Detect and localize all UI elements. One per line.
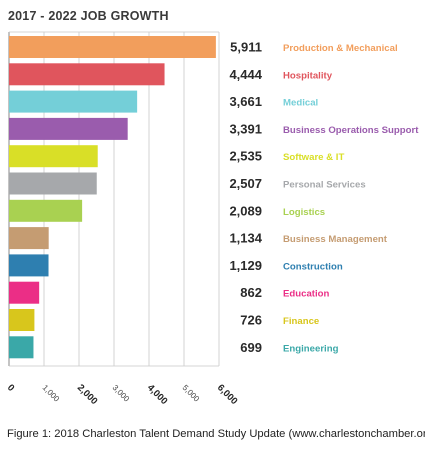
x-tick-label: 0 xyxy=(5,382,17,394)
category-label: Engineering xyxy=(283,343,339,354)
bar xyxy=(9,254,49,277)
category-label: Construction xyxy=(283,261,343,272)
x-tick-label: 5,000 xyxy=(181,383,202,404)
figure-caption: Figure 1: 2018 Charleston Talent Demand … xyxy=(7,428,425,440)
bar xyxy=(9,63,165,86)
x-tick-label: 6,000 xyxy=(215,382,240,407)
category-label: Software & IT xyxy=(283,152,344,163)
bar xyxy=(9,336,34,359)
value-label: 1,134 xyxy=(229,231,262,246)
value-label: 862 xyxy=(240,285,262,300)
bar xyxy=(9,281,40,304)
category-label: Medical xyxy=(283,98,318,109)
value-label: 2,089 xyxy=(229,203,262,218)
x-tick-label: 1,000 xyxy=(41,383,62,404)
bars xyxy=(9,36,216,359)
bar xyxy=(9,199,83,222)
x-tick-labels: 0 1,000 2,000 3,000 4,000 5,000 6,000 xyxy=(5,382,240,407)
category-label: Business Operations Support xyxy=(283,125,419,136)
value-label: 1,129 xyxy=(229,258,262,273)
bar xyxy=(9,227,49,250)
category-label: Education xyxy=(283,289,330,300)
value-label: 3,661 xyxy=(229,94,262,109)
value-label: 2,507 xyxy=(229,176,262,191)
bar xyxy=(9,36,216,58)
value-label: 5,911 xyxy=(230,40,262,55)
value-label: 3,391 xyxy=(229,121,262,136)
bar xyxy=(9,309,35,331)
value-label: 2,535 xyxy=(229,149,262,164)
value-label: 699 xyxy=(240,340,262,355)
bar xyxy=(9,117,128,140)
x-tick-label: 4,000 xyxy=(145,382,170,407)
x-tick-label: 3,000 xyxy=(111,383,132,404)
value-label: 726 xyxy=(240,313,262,328)
value-label: 4,444 xyxy=(229,67,262,82)
category-label: Finance xyxy=(283,316,319,327)
category-label: Hospitality xyxy=(283,70,333,81)
category-label: Business Management xyxy=(283,234,388,245)
bar xyxy=(9,90,138,113)
category-labels: Production & Mechanical Hospitality Medica… xyxy=(283,43,419,354)
category-label: Production & Mechanical xyxy=(283,43,398,54)
category-label: Logistics xyxy=(283,207,325,218)
gridlines xyxy=(8,31,220,367)
bar xyxy=(9,145,98,168)
value-labels: 5,911 4,444 3,661 3,391 2,535 2,507 2,089 1,134… xyxy=(229,40,262,355)
bar xyxy=(9,172,97,195)
category-label: Personal Services xyxy=(283,180,366,191)
chart-title: 2017 - 2022 JOB GROWTH xyxy=(8,9,169,23)
x-tick-label: 2,000 xyxy=(75,382,100,407)
